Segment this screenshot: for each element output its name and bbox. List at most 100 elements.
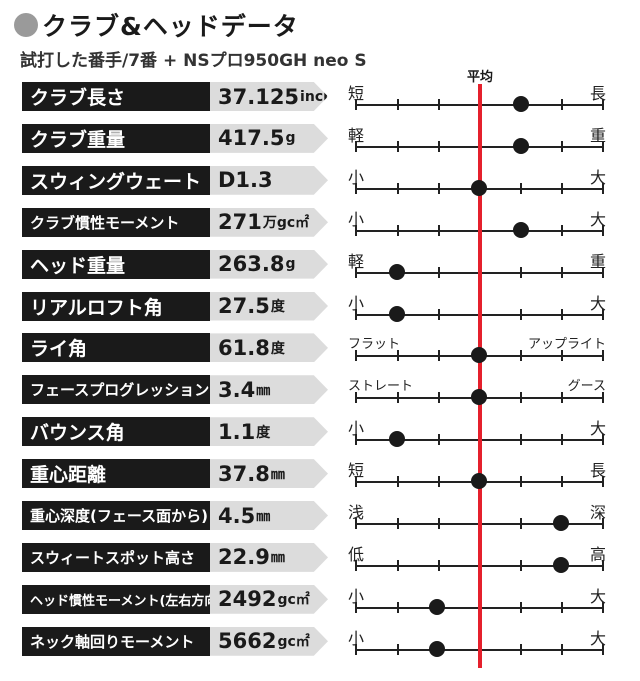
scale-tick bbox=[561, 266, 563, 278]
spec-value-box: 5662 gc㎡ bbox=[210, 626, 328, 656]
rating-scale: 短長 bbox=[346, 455, 610, 496]
scale-left-label: 低 bbox=[348, 544, 365, 564]
scale-tick bbox=[397, 392, 399, 404]
spec-row: クラブ重量 417.5 g 軽重 bbox=[0, 120, 640, 161]
scale-tick bbox=[561, 224, 563, 236]
scale-right-label: 大 bbox=[589, 586, 606, 606]
rating-marker bbox=[471, 347, 487, 364]
spec-row: クラブ長さ 37.125 inch 短長 bbox=[0, 78, 640, 119]
scale-tick bbox=[602, 434, 604, 446]
scale-tick bbox=[397, 643, 399, 655]
spec-value-box: 61.8 度 bbox=[210, 333, 328, 363]
scale-tick bbox=[520, 308, 522, 320]
spec-label: クラブ重量 bbox=[22, 123, 210, 153]
scale-tick bbox=[520, 518, 522, 529]
spec-value-box: 3.4 ㎜ bbox=[210, 375, 328, 405]
title-text: クラブ&ヘッドデータ bbox=[42, 12, 299, 41]
scale-left-label: 短 bbox=[348, 84, 365, 103]
spec-value: 417.5 bbox=[218, 126, 285, 151]
scale-left-label: 軽 bbox=[348, 125, 365, 145]
scale-tick bbox=[520, 392, 522, 404]
spec-unit: ㎜ bbox=[270, 550, 285, 567]
scale-tick bbox=[520, 182, 522, 194]
spec-row: ライ角 61.8 度フラット アップライト bbox=[0, 329, 640, 370]
scale-right-label: 長 bbox=[589, 84, 606, 103]
spec-value: D1.3 bbox=[218, 168, 273, 193]
scale-right-label: 大 bbox=[589, 167, 606, 187]
scale-tick bbox=[438, 559, 440, 571]
rating-marker bbox=[513, 221, 530, 238]
spec-label: ネック軸回りモーメント bbox=[22, 626, 210, 656]
scale-right-label: 大 bbox=[589, 209, 606, 229]
scale-tick bbox=[561, 99, 563, 110]
scale-left-label: 小 bbox=[348, 586, 365, 606]
spec-label: フェースプログレッション bbox=[22, 375, 210, 405]
rating-marker bbox=[389, 263, 406, 280]
rating-marker bbox=[513, 137, 530, 154]
scale-tick bbox=[520, 350, 522, 362]
spec-value: 5662 bbox=[218, 629, 277, 654]
scale-tick bbox=[602, 476, 604, 488]
rating-marker bbox=[389, 305, 406, 322]
scale-tick bbox=[520, 266, 522, 278]
scale-right-label: グース bbox=[567, 379, 606, 395]
scale-right-label: 大 bbox=[589, 293, 606, 313]
scale-tick bbox=[602, 601, 604, 613]
spec-row: スウィングウェート D1.3 小大 bbox=[0, 162, 640, 203]
scale-tick bbox=[397, 518, 399, 529]
spec-value: 4.5 bbox=[218, 503, 256, 528]
scale-right-label: 長 bbox=[589, 461, 606, 481]
scale-tick bbox=[355, 308, 357, 320]
spec-row: バウンス角 1.1 度小大 bbox=[0, 413, 640, 454]
scale-left-label: 小 bbox=[348, 293, 365, 313]
spec-label: クラブ長さ bbox=[22, 82, 210, 111]
scale-tick bbox=[397, 99, 399, 110]
scale-right-label: アップライト bbox=[527, 337, 606, 353]
spec-label: 重心距離 bbox=[22, 459, 210, 489]
scale-tick bbox=[438, 224, 440, 236]
spec-unit: gc㎡ bbox=[277, 592, 310, 609]
scale-left-label: 小 bbox=[348, 167, 365, 187]
spec-value-box: 2492 gc㎡ bbox=[210, 584, 328, 614]
spec-value-box: 27.5 度 bbox=[210, 291, 328, 321]
scale-tick bbox=[561, 476, 563, 488]
spec-value: 2492 bbox=[218, 587, 277, 612]
spec-label: ライ角 bbox=[22, 333, 210, 363]
spec-value: 263.8 bbox=[218, 252, 285, 277]
scale-tick bbox=[438, 308, 440, 320]
spec-value: 27.5 bbox=[218, 294, 270, 318]
spec-unit: ㎜ bbox=[270, 466, 285, 483]
scale-tick bbox=[520, 476, 522, 488]
scale-tick bbox=[602, 392, 604, 404]
scale-tick bbox=[438, 182, 440, 194]
spec-label: ヘッド慣性モーメント(左右方向) bbox=[22, 584, 210, 614]
rating-marker bbox=[428, 598, 445, 615]
spec-value-box: D1.3 bbox=[210, 165, 328, 195]
scale-tick bbox=[561, 140, 563, 152]
scale-tick bbox=[355, 266, 357, 278]
average-label: 平均 bbox=[466, 70, 493, 85]
spec-value-box: 263.8 g bbox=[210, 249, 328, 279]
rating-marker bbox=[471, 389, 487, 406]
scale-tick bbox=[602, 266, 604, 278]
scale-tick bbox=[602, 224, 604, 236]
spec-value-box: 1.1 度 bbox=[210, 417, 328, 447]
scale-tick bbox=[355, 182, 357, 194]
rating-scale: ストレート グース bbox=[346, 371, 610, 412]
scale-tick bbox=[520, 559, 522, 571]
scale-tick bbox=[438, 350, 440, 362]
scale-tick bbox=[438, 392, 440, 404]
scale-tick bbox=[397, 182, 399, 194]
spec-value: 271 bbox=[218, 210, 262, 235]
average-line bbox=[478, 84, 482, 668]
scale-tick bbox=[520, 601, 522, 613]
scale-left-label: 短 bbox=[348, 461, 365, 481]
scale-right-label: 重 bbox=[589, 125, 606, 145]
scale-right-label: 深 bbox=[589, 503, 606, 522]
scale-left-label: 浅 bbox=[348, 503, 365, 522]
scale-tick bbox=[355, 224, 357, 236]
spec-row: リアルロフト角 27.5 度小大 bbox=[0, 288, 640, 329]
